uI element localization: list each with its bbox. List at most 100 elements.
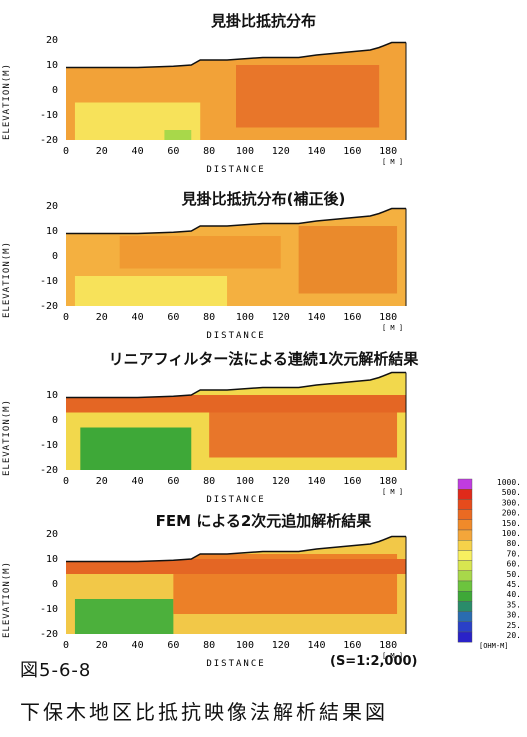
legend-label: 100. — [502, 529, 521, 538]
x-tick-label: 0 — [63, 476, 69, 487]
legend-swatch — [457, 478, 473, 490]
x-tick-label: 180 — [379, 312, 397, 323]
x-tick-label: 20 — [96, 312, 108, 323]
y-tick-label: 20 — [46, 529, 58, 540]
legend-swatch — [457, 499, 473, 510]
y-tick-label: 10 — [46, 226, 58, 237]
x-tick-label: 80 — [203, 146, 215, 157]
ground-surface-line — [66, 207, 406, 235]
x-tick-label: 120 — [272, 312, 290, 323]
x-tick-label: 40 — [132, 640, 144, 651]
x-tick-label: 120 — [272, 146, 290, 157]
x-tick-label: 0 — [63, 312, 69, 323]
ground-surface-line — [66, 371, 406, 399]
resistivity-zone — [66, 559, 406, 574]
legend-label: 50. — [507, 570, 521, 579]
legend-label: 200. — [502, 509, 521, 518]
y-tick-label: 20 — [46, 35, 58, 46]
legend-swatch — [457, 550, 473, 561]
x-tick-label: 80 — [203, 640, 215, 651]
chart-title: 見掛比抵抗分布 — [210, 12, 316, 30]
y-tick-label: -20 — [40, 629, 58, 640]
chart-panel-3: リニアフィルター法による連続1次元解析結果 ELEVATION(M) 0 20 40… — [0, 348, 527, 518]
x-axis-label: DISTANCE — [206, 331, 265, 341]
resistivity-zone — [74, 599, 174, 634]
x-tick-label: 140 — [307, 146, 325, 157]
x-tick-label: 140 — [307, 312, 325, 323]
x-unit-label: [ M ] — [382, 158, 403, 166]
legend-label: 60. — [507, 560, 521, 569]
x-tick-label: 180 — [379, 146, 397, 157]
x-tick-label: 160 — [343, 312, 361, 323]
x-axis-label: DISTANCE — [206, 495, 265, 505]
legend-swatch — [457, 611, 473, 623]
legend-swatch — [457, 601, 473, 612]
y-tick-label: 0 — [52, 251, 58, 262]
legend-swatch — [457, 488, 473, 500]
legend-swatch — [457, 519, 473, 531]
chart-panel-2: 見掛比抵抗分布(補正後) ELEVATION(M) 0 20 40 60 80 100 12… — [0, 188, 527, 358]
chart-panel-4: FEM による2次元追加解析結果 ELEVATION(M) 0 20 40 60 80 1… — [0, 510, 527, 680]
y-tick-label: -20 — [40, 465, 58, 476]
x-unit-label: [ M ] — [382, 488, 403, 496]
legend-label: 150. — [502, 519, 521, 528]
y-tick-label: -20 — [40, 135, 58, 146]
ground-surface-line — [66, 535, 406, 563]
legend-scale: 1000.500.300. 200.150.100.80.70. 60.50.45.… — [457, 478, 521, 650]
x-unit-label: [ M ] — [382, 652, 403, 660]
x-axis-label: DISTANCE — [206, 165, 265, 175]
y-tick-label: -10 — [40, 604, 58, 615]
legend-swatch — [457, 621, 473, 633]
resistivity-zone — [80, 427, 192, 470]
x-tick-label: 80 — [203, 312, 215, 323]
x-tick-label: 160 — [343, 146, 361, 157]
chart-title: FEM による2次元追加解析結果 — [155, 512, 372, 530]
legend-swatch — [457, 631, 473, 643]
x-tick-label: 160 — [343, 640, 361, 651]
figure-title: 下保木地区比抵抗映像法解析結果図 — [20, 700, 388, 724]
x-tick-label: 40 — [132, 146, 144, 157]
y-tick-label: 0 — [52, 579, 58, 590]
y-tick-label: -10 — [40, 110, 58, 121]
x-axis-label: DISTANCE — [206, 659, 265, 669]
x-tick-label: 100 — [236, 146, 254, 157]
x-tick-label: 40 — [132, 476, 144, 487]
legend-label: 80. — [507, 539, 521, 548]
resistivity-zone — [164, 130, 192, 140]
legend-label: 300. — [502, 498, 521, 507]
x-tick-label: 0 — [63, 640, 69, 651]
legend-label: 500. — [502, 488, 521, 497]
x-tick-label: 120 — [272, 476, 290, 487]
x-unit-label: [ M ] — [382, 324, 403, 332]
x-tick-label: 60 — [167, 146, 179, 157]
resistivity-zone — [66, 395, 406, 413]
x-tick-label: 40 — [132, 312, 144, 323]
legend-label: 30. — [507, 611, 521, 620]
resistivity-zone — [236, 65, 380, 128]
color-legend: 1000. 500. 300. 200. 150. 100. 80. 70. 60. 50. 45.… — [457, 475, 527, 664]
legend-swatch — [457, 580, 473, 592]
x-tick-label: 60 — [167, 476, 179, 487]
x-tick-label: 120 — [272, 640, 290, 651]
resistivity-zone — [119, 236, 281, 269]
y-tick-label: 10 — [46, 60, 58, 71]
legend-label: 70. — [507, 549, 521, 558]
chart-title: 見掛比抵抗分布(補正後) — [181, 190, 346, 208]
figure-number: 図5-6-8 — [20, 660, 92, 681]
legend-unit: [OHM-M] — [479, 642, 509, 650]
y-tick-label: 0 — [52, 415, 58, 426]
chart-title: リニアフィルター法による連続1次元解析結果 — [108, 350, 419, 368]
x-tick-label: 20 — [96, 476, 108, 487]
x-tick-label: 180 — [379, 640, 397, 651]
legend-label: 1000. — [497, 478, 521, 487]
y-tick-label: 10 — [46, 554, 58, 565]
legend-swatch — [457, 529, 473, 541]
x-tick-label: 60 — [167, 640, 179, 651]
chart-panel-1: 見掛比抵抗分布 ELEVATION(M) 0 20 40 60 80 100 120 140 1… — [0, 10, 527, 180]
x-tick-label: 60 — [167, 312, 179, 323]
x-tick-label: 180 — [379, 476, 397, 487]
legend-label: 40. — [507, 590, 521, 599]
